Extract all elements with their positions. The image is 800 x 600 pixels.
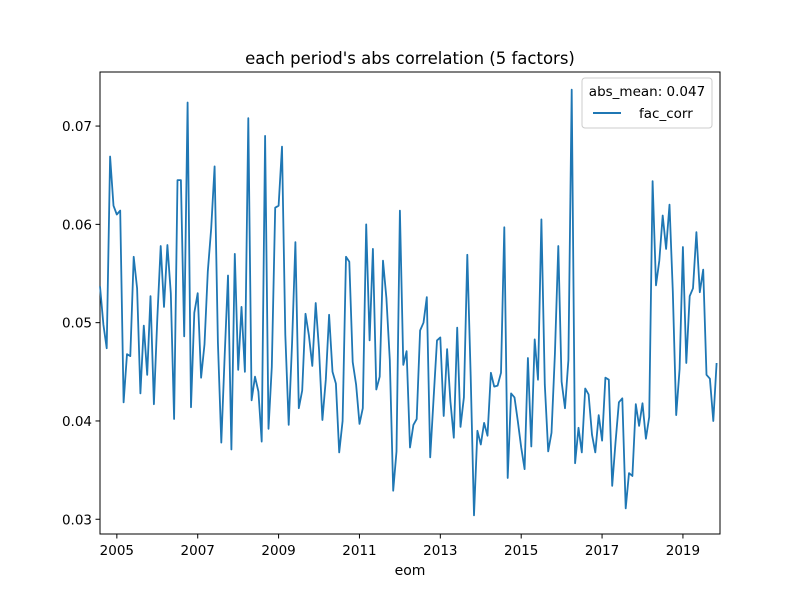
x-tick-label: 2011 (342, 543, 376, 559)
x-axis: 2005 2007 2009 2011 2013 2015 2017 2019 (100, 534, 700, 559)
series-line-fac_corr (99, 88, 718, 517)
x-tick-label: 2015 (504, 543, 538, 559)
legend-title: abs_mean: 0.047 (589, 84, 705, 100)
y-tick-label: 0.03 (62, 512, 92, 528)
legend-entry-label: fac_corr (639, 106, 693, 122)
plot-area (99, 71, 721, 535)
legend-box (581, 77, 713, 129)
plot-frame (99, 71, 721, 535)
x-tick-label: 2013 (423, 543, 457, 559)
chart-title: each period's abs correlation (5 factors… (245, 49, 575, 68)
x-tick-label: 2009 (261, 543, 295, 559)
x-tick-label: 2019 (666, 543, 700, 559)
y-axis: 0.03 0.04 0.05 0.06 0.07 (62, 119, 100, 528)
y-tick-label: 0.04 (62, 414, 92, 430)
y-tick-label: 0.07 (62, 119, 92, 135)
y-tick-label: 0.05 (62, 316, 92, 332)
legend[interactable]: abs_mean: 0.047 fac_corr (581, 77, 713, 129)
x-tick-label: 2007 (181, 543, 215, 559)
y-tick-label: 0.06 (62, 217, 92, 233)
x-tick-label: 2005 (100, 543, 134, 559)
x-tick-label: 2017 (585, 543, 619, 559)
x-axis-label: eom (395, 563, 426, 579)
series-group (99, 88, 718, 517)
